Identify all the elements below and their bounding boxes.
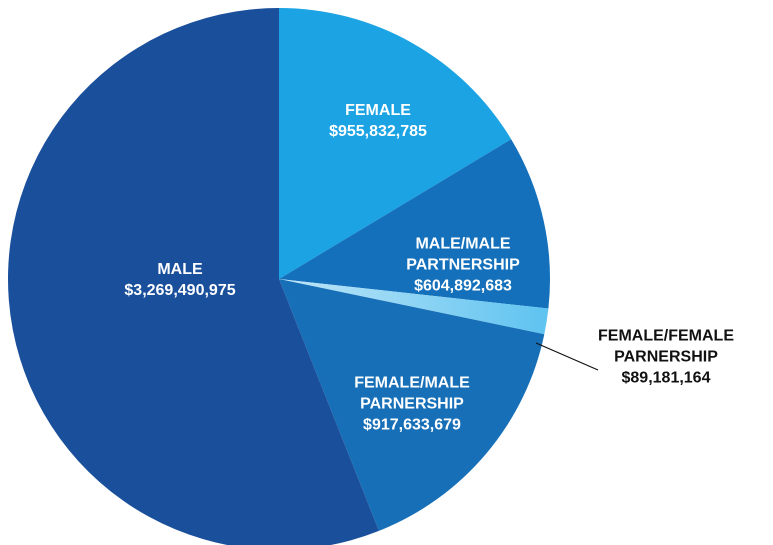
category-label: FEMALE/MALE PARNERSHIP bbox=[354, 374, 470, 413]
category-label: FEMALE bbox=[345, 102, 411, 119]
slice-label: FEMALE/MALE PARNERSHIP $917,633,679 bbox=[354, 373, 470, 436]
slice-label: MALE $3,269,490,975 bbox=[124, 259, 235, 301]
value-label: $604,892,683 bbox=[414, 277, 512, 295]
category-label: FEMALE/FEMALE PARNERSHIP bbox=[598, 327, 734, 366]
slice-label: FEMALE $955,832,785 bbox=[329, 100, 427, 142]
slice-label: MALE/MALE PARTNERSHIP $604,892,683 bbox=[406, 234, 520, 297]
value-label: $955,832,785 bbox=[329, 123, 427, 140]
leader-line bbox=[535, 342, 599, 371]
slice-label: FEMALE/FEMALE PARNERSHIP $89,181,164 bbox=[598, 326, 734, 389]
pie-slice bbox=[279, 279, 549, 335]
category-label: MALE/MALE PARTNERSHIP bbox=[406, 235, 520, 274]
pie-slice bbox=[279, 279, 545, 531]
pie-slice bbox=[279, 8, 512, 279]
pie-slice bbox=[279, 139, 551, 309]
pie-slice bbox=[8, 8, 379, 545]
value-label: $917,633,679 bbox=[363, 416, 461, 434]
category-label: MALE bbox=[157, 261, 203, 278]
value-label: $89,181,164 bbox=[621, 369, 711, 387]
value-label: $3,269,490,975 bbox=[124, 282, 236, 299]
